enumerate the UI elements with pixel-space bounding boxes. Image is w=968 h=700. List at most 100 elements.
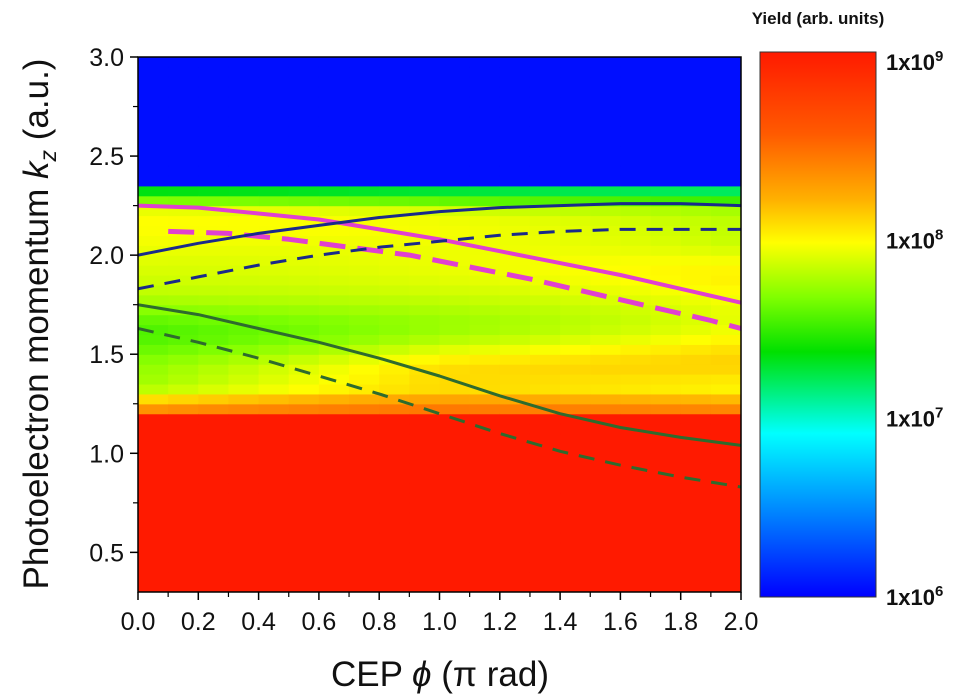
- heatmap-cell: [469, 334, 501, 345]
- heatmap-cell: [288, 76, 320, 88]
- heatmap-cell: [439, 542, 471, 553]
- heatmap-cell: [680, 413, 712, 425]
- heatmap-cell: [560, 265, 591, 276]
- heatmap-cell: [409, 175, 441, 187]
- heatmap-cell: [288, 106, 320, 118]
- heatmap-cell: [228, 413, 260, 425]
- heatmap-cell: [560, 532, 591, 544]
- heatmap-cell: [529, 522, 561, 534]
- heatmap-cell: [318, 96, 350, 108]
- heatmap-cell: [409, 57, 441, 68]
- heatmap-cell: [288, 225, 320, 236]
- heatmap-cell: [288, 185, 320, 197]
- heatmap-cell: [228, 195, 260, 207]
- heatmap-cell: [469, 403, 501, 415]
- heatmap-cell: [138, 492, 169, 504]
- heatmap-cell: [198, 443, 230, 454]
- heatmap-cell: [710, 473, 741, 484]
- heatmap-cell: [590, 334, 621, 345]
- heatmap-cell: [620, 522, 652, 534]
- heatmap-cell: [620, 413, 652, 425]
- heatmap-cell: [590, 354, 621, 365]
- heatmap-cell: [650, 106, 682, 118]
- heatmap-cell: [138, 225, 169, 236]
- heatmap-cell: [138, 364, 169, 375]
- heatmap-cell: [168, 334, 199, 345]
- heatmap-cell: [228, 86, 260, 98]
- heatmap-cell: [710, 374, 741, 385]
- heatmap-cell: [198, 106, 230, 118]
- series-line-dashed-4: [138, 227, 741, 291]
- heatmap-cell: [469, 284, 501, 296]
- heatmap-cell: [288, 175, 320, 187]
- heatmap-cell: [288, 96, 320, 108]
- heatmap-cell: [318, 76, 350, 88]
- heatmap-cell: [650, 76, 682, 88]
- heatmap-cell: [439, 66, 471, 78]
- heatmap-cell: [349, 86, 380, 98]
- heatmap-cell: [198, 344, 230, 355]
- heatmap-cell: [680, 185, 712, 197]
- heatmap-cell: [529, 463, 561, 474]
- heatmap-cell: [258, 165, 290, 177]
- heatmap-cell: [409, 225, 441, 236]
- heatmap-cell: [138, 512, 169, 524]
- heatmap-cell: [168, 582, 199, 592]
- heatmap-cell: [409, 334, 441, 345]
- heatmap-cell: [439, 195, 471, 207]
- heatmap-cell: [469, 96, 501, 108]
- heatmap-cell: [680, 512, 712, 524]
- heatmap-cell: [409, 136, 441, 147]
- heatmap-cell: [379, 572, 410, 583]
- heatmap-cell: [258, 403, 290, 415]
- heatmap-cell: [138, 205, 169, 217]
- heatmap-cell: [650, 512, 682, 524]
- heatmap-cell: [318, 473, 350, 484]
- heatmap-cell: [710, 512, 741, 524]
- heatmap-cell: [198, 255, 230, 266]
- heatmap-cell: [680, 96, 712, 108]
- heatmap-cell: [258, 562, 290, 573]
- heatmap-cell: [409, 284, 441, 296]
- heatmap-cell: [710, 265, 741, 276]
- heatmap-cell: [318, 532, 350, 544]
- heatmap-cell: [710, 314, 741, 326]
- heatmap-cell: [590, 552, 621, 563]
- heatmap-cell: [529, 552, 561, 563]
- heatmap-cell: [288, 344, 320, 355]
- heatmap-cell: [379, 374, 410, 385]
- series-line-solid-1: [138, 203, 741, 305]
- heatmap-cell: [409, 393, 441, 405]
- heatmap-cell: [680, 116, 712, 127]
- heatmap-cell: [529, 413, 561, 425]
- heatmap-cell: [710, 433, 741, 444]
- heatmap-cell: [198, 492, 230, 504]
- heatmap-cell: [379, 344, 410, 355]
- heatmap-cell: [138, 86, 169, 98]
- heatmap-cell: [198, 483, 230, 494]
- heatmap-cell: [409, 156, 441, 167]
- heatmap-cell: [198, 274, 230, 286]
- heatmap-cell: [499, 235, 531, 246]
- heatmap-cell: [469, 175, 501, 187]
- heatmap-cell: [288, 473, 320, 484]
- heatmap-cell: [138, 403, 169, 415]
- heatmap-cell: [198, 354, 230, 365]
- heatmap-cell: [590, 146, 621, 157]
- heatmap-cell: [710, 383, 741, 395]
- heatmap-cell: [288, 314, 320, 326]
- heatmap-cell: [529, 423, 561, 435]
- heatmap-cell: [469, 552, 501, 563]
- heatmap-cell: [349, 522, 380, 534]
- heatmap-cell: [168, 136, 199, 147]
- heatmap-cell: [318, 195, 350, 207]
- heatmap-cell: [499, 473, 531, 484]
- heatmap-cell: [620, 502, 652, 514]
- heatmap-cell: [710, 532, 741, 544]
- heatmap-cell: [620, 473, 652, 484]
- heatmap-cell: [529, 146, 561, 157]
- heatmap-cell: [349, 116, 380, 127]
- heatmap-cell: [469, 492, 501, 504]
- heatmap-cell: [228, 542, 260, 553]
- heatmap-cell: [198, 284, 230, 296]
